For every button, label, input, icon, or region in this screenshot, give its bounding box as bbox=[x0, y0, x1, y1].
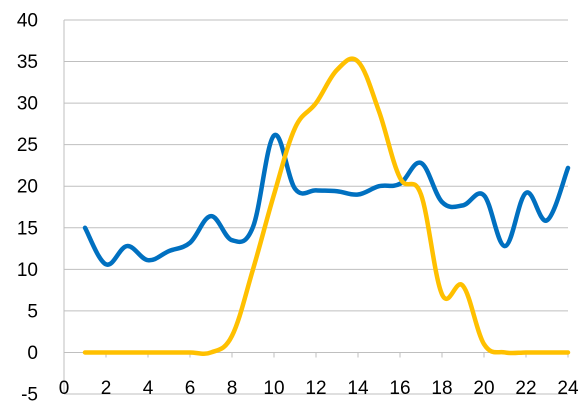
x-tick-label: 16 bbox=[389, 378, 410, 399]
series-lines bbox=[82, 56, 571, 357]
x-tick-label: 4 bbox=[143, 378, 154, 399]
y-tick-label: -5 bbox=[21, 385, 38, 401]
y-tick-label: 30 bbox=[17, 94, 38, 115]
x-tick-label: 22 bbox=[515, 378, 536, 399]
x-tick-label: 8 bbox=[227, 378, 238, 399]
x-tick-label: 24 bbox=[557, 378, 579, 399]
x-tick-label: 0 bbox=[59, 378, 70, 399]
gridlines bbox=[64, 19, 568, 395]
y-tick-label: 15 bbox=[17, 218, 38, 239]
y-tick-label: 25 bbox=[17, 135, 38, 156]
x-tick-labels: 0 2 4 6 8 10 12 14 16 18 20 22 24 bbox=[59, 378, 579, 399]
yellow-series-line bbox=[82, 56, 571, 357]
y-tick-label: 20 bbox=[17, 177, 38, 198]
y-tick-label: 5 bbox=[27, 301, 38, 322]
y-tick-labels: 40 35 30 25 20 15 10 5 0 -5 bbox=[17, 11, 38, 401]
axes bbox=[63, 20, 569, 394]
y-tick-label: 0 bbox=[27, 343, 38, 364]
y-tick-label: 35 bbox=[17, 52, 38, 73]
x-tick-label: 2 bbox=[101, 378, 112, 399]
x-tick-label: 6 bbox=[185, 378, 196, 399]
x-tick-label: 10 bbox=[263, 378, 284, 399]
x-tick-label: 20 bbox=[473, 378, 494, 399]
x-tick-label: 18 bbox=[431, 378, 452, 399]
y-tick-label: 40 bbox=[17, 11, 38, 32]
y-tick-label: 10 bbox=[17, 260, 38, 281]
blue-series-line bbox=[82, 132, 571, 267]
x-tick-label: 12 bbox=[305, 378, 326, 399]
x-tick-label: 14 bbox=[347, 378, 369, 399]
